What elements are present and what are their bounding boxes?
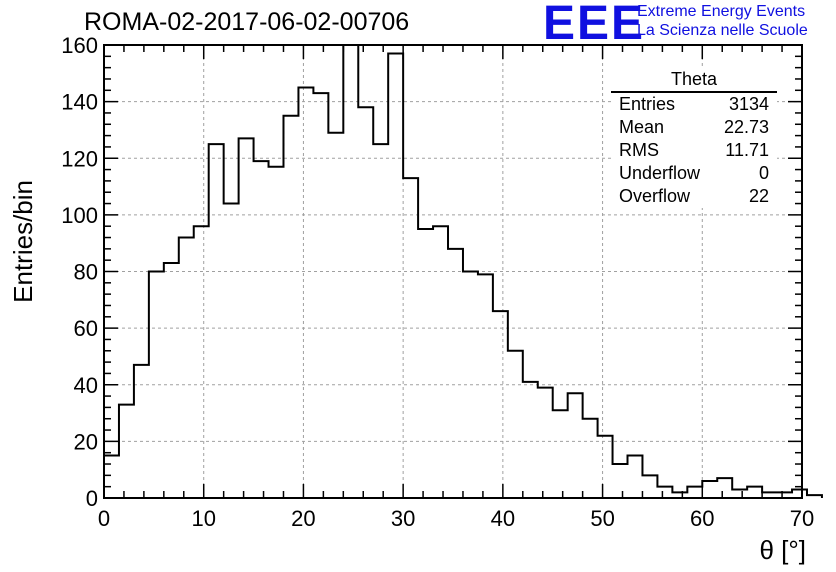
stats-row-entries: Entries 3134 [611, 93, 777, 116]
x-tick-label: 20 [291, 506, 315, 531]
y-tick-label: 20 [74, 429, 98, 454]
stats-box: Theta Entries 3134 Mean 22.73 RMS 11.71 … [611, 69, 777, 208]
x-tick-label: 0 [98, 506, 110, 531]
y-tick-label: 60 [74, 316, 98, 341]
y-tick-label: 100 [61, 203, 98, 228]
stats-value: 3134 [728, 94, 769, 114]
stats-value: 22.73 [723, 117, 769, 137]
x-tick-label: 40 [491, 506, 515, 531]
stats-label: RMS [619, 140, 659, 160]
stats-row-rms: RMS 11.71 [611, 139, 777, 162]
eee-logo-text: Extreme Energy Events La Scienza nelle S… [637, 2, 808, 40]
stats-label: Entries [619, 94, 676, 114]
stats-label: Mean [619, 117, 665, 137]
y-axis-label: Entries/bin [8, 180, 38, 303]
x-tick-label: 10 [191, 506, 215, 531]
stats-label: Underflow [619, 163, 701, 183]
y-tick-label: 80 [74, 260, 98, 285]
stats-value: 22 [748, 186, 769, 206]
x-tick-label: 60 [690, 506, 714, 531]
stats-row-underflow: Underflow 0 [611, 162, 777, 185]
x-tick-label: 70 [790, 506, 814, 531]
stats-label: Overflow [619, 186, 691, 206]
stats-value: 0 [758, 163, 769, 183]
tick-labels: 0 10 20 30 40 50 60 70 0 20 40 60 80 100 120 140 160 [61, 33, 814, 531]
y-tick-label: 0 [86, 486, 98, 511]
y-tick-label: 140 [61, 90, 98, 115]
y-tick-label: 160 [61, 33, 98, 58]
y-tick-label: 120 [61, 146, 98, 171]
x-axis-label: θ [°] [759, 535, 806, 565]
y-tick-label: 40 [74, 373, 98, 398]
stats-row-mean: Mean 22.73 [611, 116, 777, 139]
eee-logo-mark: EEE [543, 0, 646, 50]
stats-row-overflow: Overflow 22 [611, 185, 777, 208]
run-title: ROMA-02-2017-06-02-00706 [84, 8, 410, 36]
axis-ticks [103, 44, 803, 499]
grid-lines [104, 45, 802, 498]
x-tick-label: 50 [590, 506, 614, 531]
logo-line-2: La Scienza nelle Scuole [637, 22, 808, 39]
stats-value: 11.71 [725, 140, 769, 160]
x-tick-label: 30 [391, 506, 415, 531]
logo-line-1: Extreme Energy Events [637, 3, 806, 20]
stats-title: Theta [611, 69, 777, 93]
